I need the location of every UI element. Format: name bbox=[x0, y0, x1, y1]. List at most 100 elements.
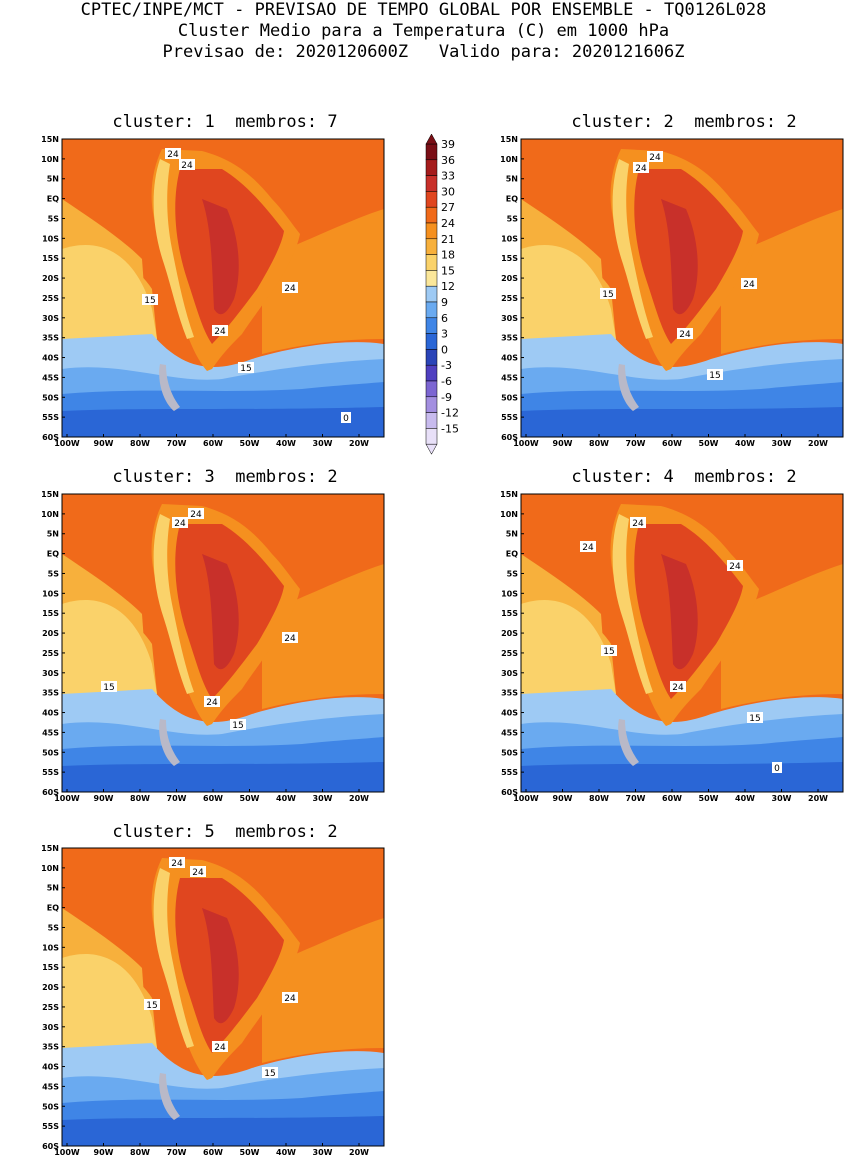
colorbar-level-label: 21 bbox=[441, 233, 455, 246]
colorbar-level-label: 24 bbox=[441, 217, 455, 230]
lat-tick-label: EQ bbox=[506, 550, 518, 559]
lat-tick-label: 15N bbox=[500, 490, 518, 499]
lon-tick-label: 90W bbox=[94, 439, 114, 448]
colorbar-level-label: -9 bbox=[441, 391, 452, 404]
lon-tick-label: 60W bbox=[203, 1148, 223, 1157]
lat-tick-label: 15S bbox=[42, 254, 59, 263]
contour-label: 24 bbox=[214, 327, 226, 337]
map-panel-2: 15N 10N 5N EQ 5S 10S 15S 20S 25S 30S 35S 40S 45S 50S 5… bbox=[500, 135, 844, 448]
lat-tick-label: 60S bbox=[501, 788, 518, 797]
lon-tick-label: 20W bbox=[349, 1148, 369, 1157]
lat-tick-label: 40S bbox=[501, 709, 518, 718]
lat-tick-label: 35S bbox=[42, 334, 59, 343]
contour-label: 24 bbox=[632, 519, 644, 529]
lat-tick-label: EQ bbox=[47, 904, 59, 913]
lon-tick-label: 20W bbox=[808, 794, 828, 803]
lat-tick-label: 50S bbox=[42, 748, 59, 757]
lat-tick-label: 35S bbox=[501, 334, 518, 343]
header-line-1: CPTEC/INPE/MCT - PREVISAO DE TEMPO GLOBA… bbox=[80, 0, 767, 20]
lon-tick-label: 20W bbox=[808, 439, 828, 448]
contour-label: 15 bbox=[749, 714, 760, 724]
lon-tick-label: 30W bbox=[313, 1148, 333, 1157]
lat-tick-label: 30S bbox=[501, 314, 518, 323]
lat-tick-label: 10S bbox=[501, 234, 518, 243]
lat-tick-label: 30S bbox=[42, 1023, 59, 1032]
contour-label: 15 bbox=[709, 371, 720, 381]
contour-label: 15 bbox=[264, 1069, 275, 1079]
lat-tick-label: EQ bbox=[47, 550, 59, 559]
lon-tick-label: 40W bbox=[276, 1148, 296, 1157]
colorbar-level-label: 9 bbox=[441, 296, 448, 309]
lon-tick-label: 60W bbox=[203, 794, 223, 803]
contour-label: 24 bbox=[206, 698, 218, 708]
contour-label: 24 bbox=[167, 150, 179, 160]
contour-label: 24 bbox=[192, 868, 204, 878]
contour-label: 15 bbox=[146, 1001, 157, 1011]
colorbar-level-label: 33 bbox=[441, 170, 455, 183]
lat-tick-label: 20S bbox=[42, 983, 59, 992]
colorbar-level-label: 12 bbox=[441, 280, 455, 293]
lat-tick-label: 25S bbox=[42, 294, 59, 303]
lat-tick-label: 50S bbox=[42, 1102, 59, 1111]
lat-tick-label: 35S bbox=[42, 1043, 59, 1052]
lon-tick-label: 30W bbox=[772, 794, 792, 803]
panel-3-title: cluster: 3 membros: 2 bbox=[112, 467, 338, 487]
lat-tick-label: 50S bbox=[42, 393, 59, 402]
lat-tick-label: 10S bbox=[42, 589, 59, 598]
lat-tick-label: 20S bbox=[42, 629, 59, 638]
lat-tick-label: 25S bbox=[42, 649, 59, 658]
lon-tick-label: 50W bbox=[240, 439, 260, 448]
lat-tick-label: 50S bbox=[501, 748, 518, 757]
lat-tick-label: 30S bbox=[42, 314, 59, 323]
lat-tick-label: 10S bbox=[501, 589, 518, 598]
contour-label: 24 bbox=[171, 859, 183, 869]
lat-tick-label: 15N bbox=[41, 135, 59, 144]
lon-tick-label: 90W bbox=[94, 1148, 114, 1157]
lat-tick-label: 45S bbox=[42, 1082, 59, 1091]
lat-tick-label: 15S bbox=[42, 609, 59, 618]
contour-label: 24 bbox=[284, 634, 296, 644]
colorbar-level-label: -6 bbox=[441, 375, 452, 388]
colorbar-level-label: 30 bbox=[441, 185, 455, 198]
colorbar-level-label: 36 bbox=[441, 154, 455, 167]
colorbar-level-label: 6 bbox=[441, 312, 448, 325]
lat-tick-label: 5N bbox=[506, 175, 518, 184]
lon-tick-label: 40W bbox=[735, 794, 755, 803]
lon-tick-label: 90W bbox=[553, 794, 573, 803]
lat-tick-label: 5N bbox=[506, 530, 518, 539]
lon-tick-label: 60W bbox=[662, 439, 682, 448]
lat-tick-label: 55S bbox=[42, 1122, 59, 1131]
lon-tick-label: 100W bbox=[513, 439, 539, 448]
lat-tick-label: 45S bbox=[501, 728, 518, 737]
panel-5-title: cluster: 5 membros: 2 bbox=[112, 822, 338, 842]
lat-tick-label: 60S bbox=[501, 433, 518, 442]
lon-tick-label: 50W bbox=[240, 1148, 260, 1157]
colorbar-level-label: -15 bbox=[441, 422, 459, 435]
lon-tick-label: 70W bbox=[167, 439, 187, 448]
lon-tick-label: 20W bbox=[349, 794, 369, 803]
contour-label: 24 bbox=[284, 284, 296, 294]
colorbar-level-label: 0 bbox=[441, 343, 448, 356]
lat-tick-label: 60S bbox=[42, 788, 59, 797]
contour-label: 24 bbox=[729, 562, 741, 572]
lat-tick-label: 15N bbox=[500, 135, 518, 144]
lat-tick-label: 55S bbox=[501, 413, 518, 422]
panel-2-title: cluster: 2 membros: 2 bbox=[571, 112, 797, 132]
panel-1-title: cluster: 1 membros: 7 bbox=[112, 112, 338, 132]
lat-tick-label: 15N bbox=[41, 844, 59, 853]
panel-4-title: cluster: 4 membros: 2 bbox=[571, 467, 797, 487]
lat-tick-label: 20S bbox=[501, 274, 518, 283]
lat-tick-label: 15N bbox=[41, 490, 59, 499]
contour-label: 24 bbox=[214, 1043, 226, 1053]
lon-tick-label: 50W bbox=[699, 794, 719, 803]
lat-tick-label: 10N bbox=[41, 864, 59, 873]
map-panel-5: 15N 10N 5N EQ 5S 10S 15S 20S 25S 30S 35S 40S 45S 50S 5… bbox=[41, 844, 385, 1157]
lat-tick-label: 45S bbox=[501, 373, 518, 382]
lon-tick-label: 20W bbox=[349, 439, 369, 448]
lat-tick-label: 40S bbox=[501, 354, 518, 363]
lat-tick-label: 25S bbox=[501, 649, 518, 658]
lat-tick-label: 60S bbox=[42, 1142, 59, 1151]
colorbar-level-label: 39 bbox=[441, 138, 455, 151]
colorbar-level-label: 3 bbox=[441, 328, 448, 341]
